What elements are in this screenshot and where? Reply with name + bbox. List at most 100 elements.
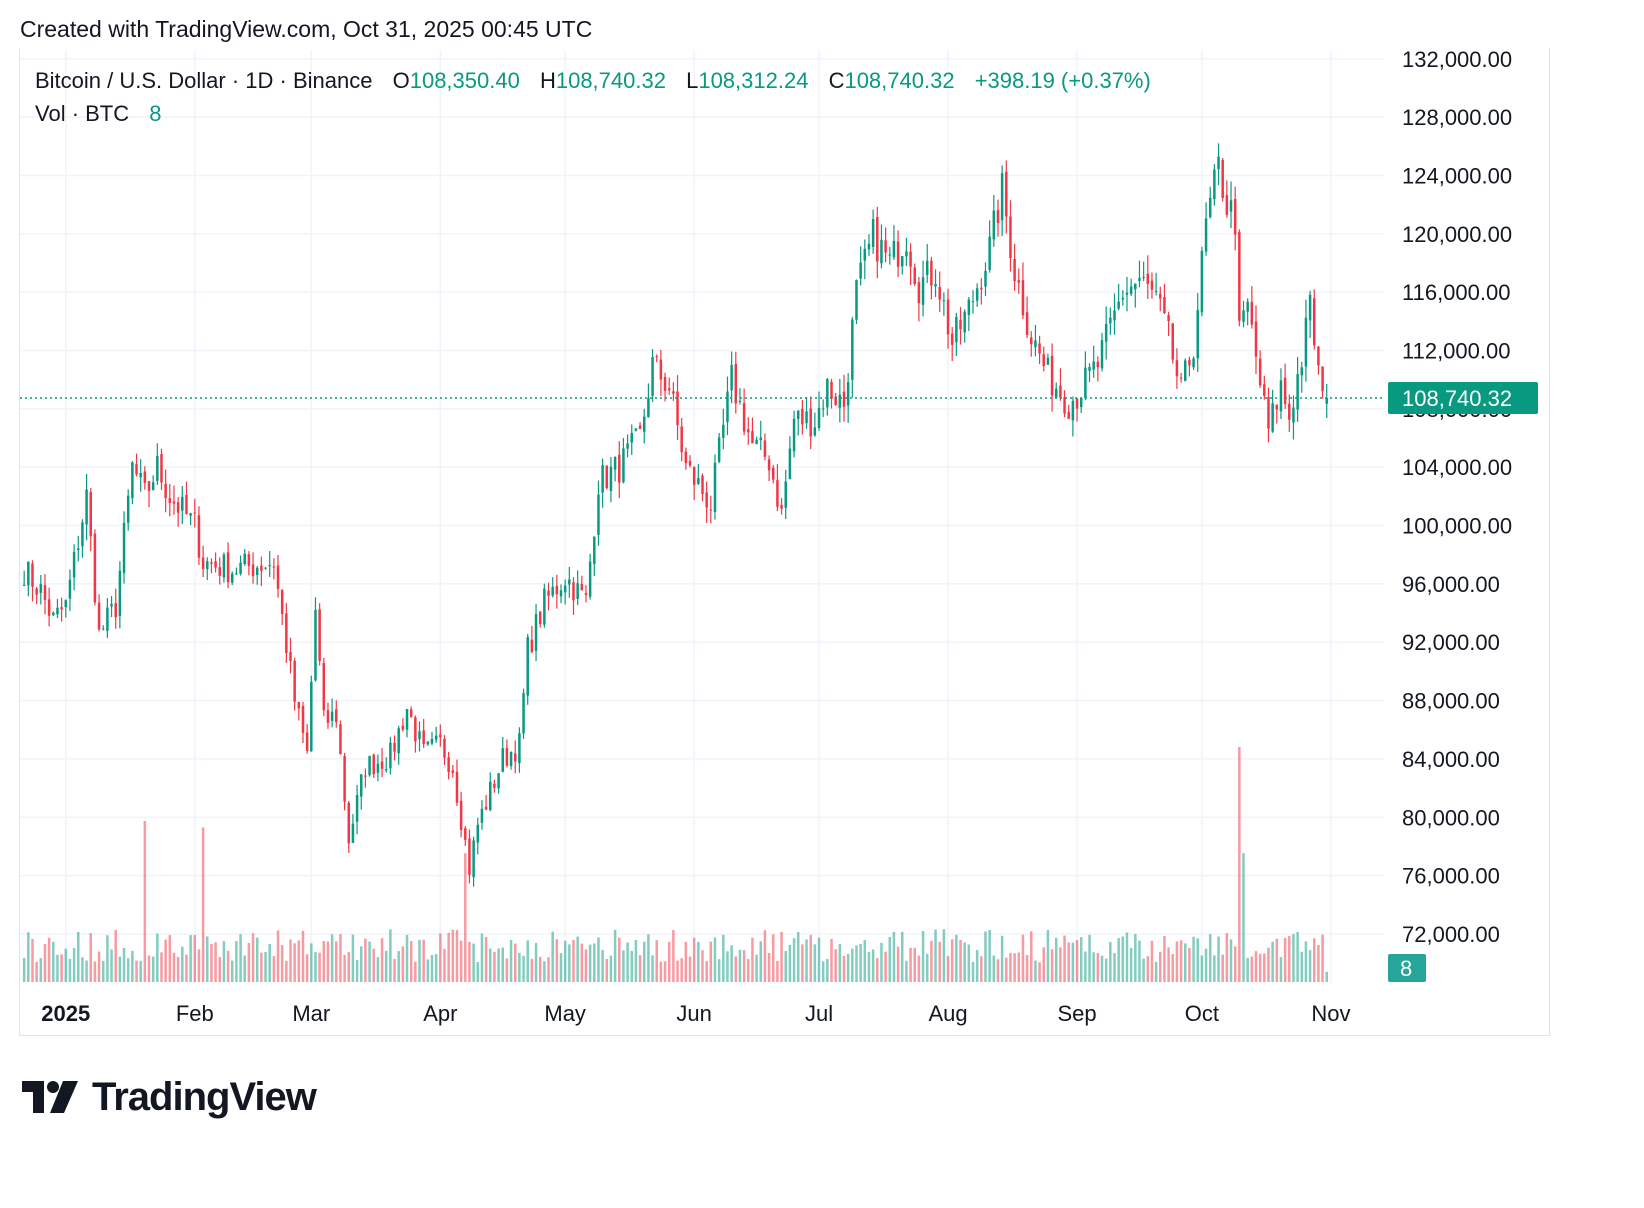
volume-bar <box>168 935 172 982</box>
candle-body <box>1271 403 1274 432</box>
volume-bar <box>1000 935 1004 982</box>
volume-bar <box>197 949 201 982</box>
volume-bar <box>905 960 908 982</box>
volume-bar <box>493 951 496 982</box>
volume-bar <box>859 943 862 982</box>
volume-bar <box>1300 951 1304 982</box>
candle-body <box>434 735 438 740</box>
price-tick-label: 84,000.00 <box>1402 747 1500 772</box>
candle-body <box>1154 290 1158 292</box>
volume-bar <box>1275 938 1279 982</box>
symbol-label[interactable]: Bitcoin / U.S. Dollar · 1D · Binance <box>35 68 373 93</box>
candle-body <box>509 751 513 767</box>
candle-body <box>588 561 592 597</box>
candle-body <box>1075 398 1079 409</box>
volume-bar <box>351 934 355 982</box>
volume-bar <box>747 959 750 982</box>
volume-bar <box>459 940 463 982</box>
candle-body <box>593 536 596 564</box>
candle-body <box>1233 198 1237 235</box>
volume-bar <box>1125 932 1129 982</box>
candle-body <box>280 589 284 614</box>
volume-bar <box>1013 953 1016 982</box>
candle-body <box>1296 374 1299 410</box>
candle-body <box>1121 297 1125 300</box>
candle-body <box>272 566 276 568</box>
volume-bar <box>805 939 808 982</box>
candle-body <box>1300 367 1304 376</box>
volume-bar <box>210 943 213 982</box>
ohlc-legend: Bitcoin / U.S. Dollar · 1D · Binance O10… <box>35 68 1151 94</box>
candle-body <box>1204 218 1208 252</box>
volume-bar <box>659 961 663 982</box>
volume-bar <box>1321 934 1324 982</box>
candle-body <box>576 583 579 599</box>
volume-bar <box>1154 961 1158 982</box>
volume-bar <box>143 821 147 982</box>
price-tick-label: 92,000.00 <box>1402 630 1500 655</box>
candle-body <box>784 481 787 508</box>
volume-bar <box>1250 956 1254 982</box>
volume-bar <box>443 948 446 982</box>
candlestick-chart[interactable]: 72,000.00 76,000.00 80,000.00 84,000.00 88,0… <box>0 0 1644 1060</box>
volume-bar <box>538 956 542 982</box>
chart-frame <box>19 48 1550 1036</box>
candle-body <box>110 603 113 607</box>
volume-label[interactable]: Vol · BTC <box>35 101 130 126</box>
time-tick-label: Aug <box>928 1001 967 1026</box>
volume-bar <box>655 940 658 982</box>
candle-body <box>655 356 658 358</box>
candle-body <box>60 607 63 610</box>
candle-body <box>156 455 159 481</box>
volume-bar <box>1079 937 1083 982</box>
volume-bar <box>355 959 359 982</box>
volume-bar <box>580 943 584 982</box>
volume-bar <box>405 934 409 982</box>
candle-body <box>393 742 396 752</box>
price-axis[interactable]: 72,000.00 76,000.00 80,000.00 84,000.00 88,0… <box>1402 47 1512 947</box>
volume-bar <box>626 942 629 982</box>
candle-body <box>909 251 912 267</box>
volume-bar <box>1167 947 1170 982</box>
candle-body <box>518 733 521 764</box>
candle-body <box>830 382 833 399</box>
volume-bar <box>780 931 783 982</box>
candle-body <box>1246 301 1249 312</box>
candle-body <box>181 496 184 511</box>
volume-bar <box>222 941 226 982</box>
volume-bar <box>326 941 330 982</box>
candle-body <box>1100 340 1104 369</box>
volume-bar <box>484 937 488 982</box>
candle-body <box>1217 156 1220 169</box>
price-tick-label: 88,000.00 <box>1402 689 1500 714</box>
candle-body <box>172 501 176 504</box>
candle-body <box>780 504 783 509</box>
candle-body <box>1071 400 1075 421</box>
volume-bar <box>576 936 579 982</box>
candle-body <box>846 382 850 406</box>
volume-bar <box>193 935 197 982</box>
tradingview-logo[interactable]: TradingView <box>22 1072 317 1122</box>
low-value: 108,312.24 <box>698 68 809 93</box>
candle-body <box>526 637 529 696</box>
candle-body <box>563 585 567 593</box>
candle-body <box>597 494 600 535</box>
volume-bar <box>305 954 309 982</box>
time-tick-label: Apr <box>423 1001 457 1026</box>
candle-body <box>1129 286 1133 294</box>
time-axis[interactable]: 2025 Feb Mar Apr May Jun Jul Aug Sep Oct Nov <box>41 1001 1350 1026</box>
time-tick-label: Feb <box>176 1001 214 1026</box>
candle-body <box>792 418 796 452</box>
candle-body <box>867 243 871 250</box>
candle-body <box>243 553 246 564</box>
candle-body <box>226 552 230 583</box>
volume-bar <box>663 961 667 982</box>
candle-body <box>705 492 708 508</box>
candle-body <box>747 429 750 433</box>
candle-body <box>305 732 309 751</box>
candle-body <box>164 483 167 499</box>
candle-body <box>859 262 862 279</box>
volume-bar <box>871 949 875 982</box>
candle-body <box>730 364 733 391</box>
candle-body <box>1104 324 1108 342</box>
